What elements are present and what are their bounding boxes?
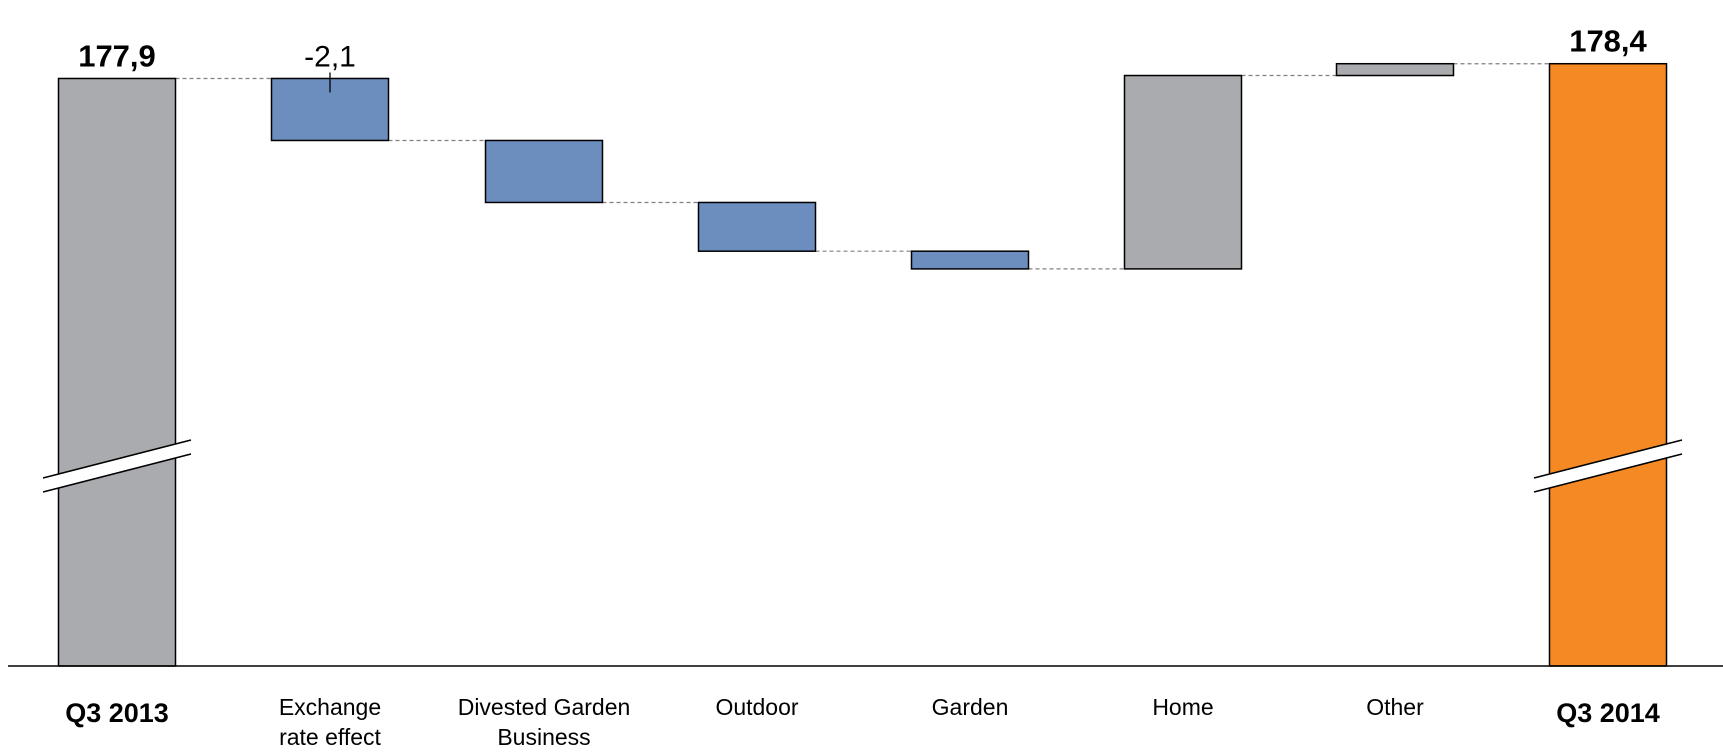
category-label: Q3 2014 bbox=[1556, 698, 1660, 728]
category-label: Outdoor bbox=[715, 694, 799, 720]
category-label: Other bbox=[1366, 694, 1424, 720]
axis-break-line bbox=[42, 439, 192, 479]
value-label: 178,4 bbox=[1569, 24, 1647, 59]
value-label: 177,9 bbox=[78, 38, 156, 73]
axis-break-gap bbox=[43, 440, 191, 492]
bar-q3-2014 bbox=[1548, 62, 1668, 667]
bar-outdoor bbox=[697, 201, 817, 252]
axis-break-line bbox=[42, 453, 192, 493]
category-label: Home bbox=[1152, 694, 1214, 720]
axis-break-line bbox=[1533, 453, 1683, 493]
category-label: Garden bbox=[931, 694, 1009, 720]
bar-q3-2013 bbox=[57, 77, 177, 667]
bar-home bbox=[1123, 74, 1243, 270]
category-label: Exchange rate effect bbox=[278, 694, 382, 750]
value-label: -2,1 bbox=[304, 40, 356, 73]
category-label: Divested Garden Business bbox=[457, 694, 631, 750]
bar-divested-garden bbox=[484, 139, 604, 204]
bar-other bbox=[1335, 62, 1455, 77]
axis-break-line bbox=[1533, 439, 1683, 479]
bar-garden bbox=[910, 250, 1030, 270]
category-label: Q3 2013 bbox=[65, 698, 169, 728]
axis-break-gap bbox=[1534, 440, 1682, 492]
